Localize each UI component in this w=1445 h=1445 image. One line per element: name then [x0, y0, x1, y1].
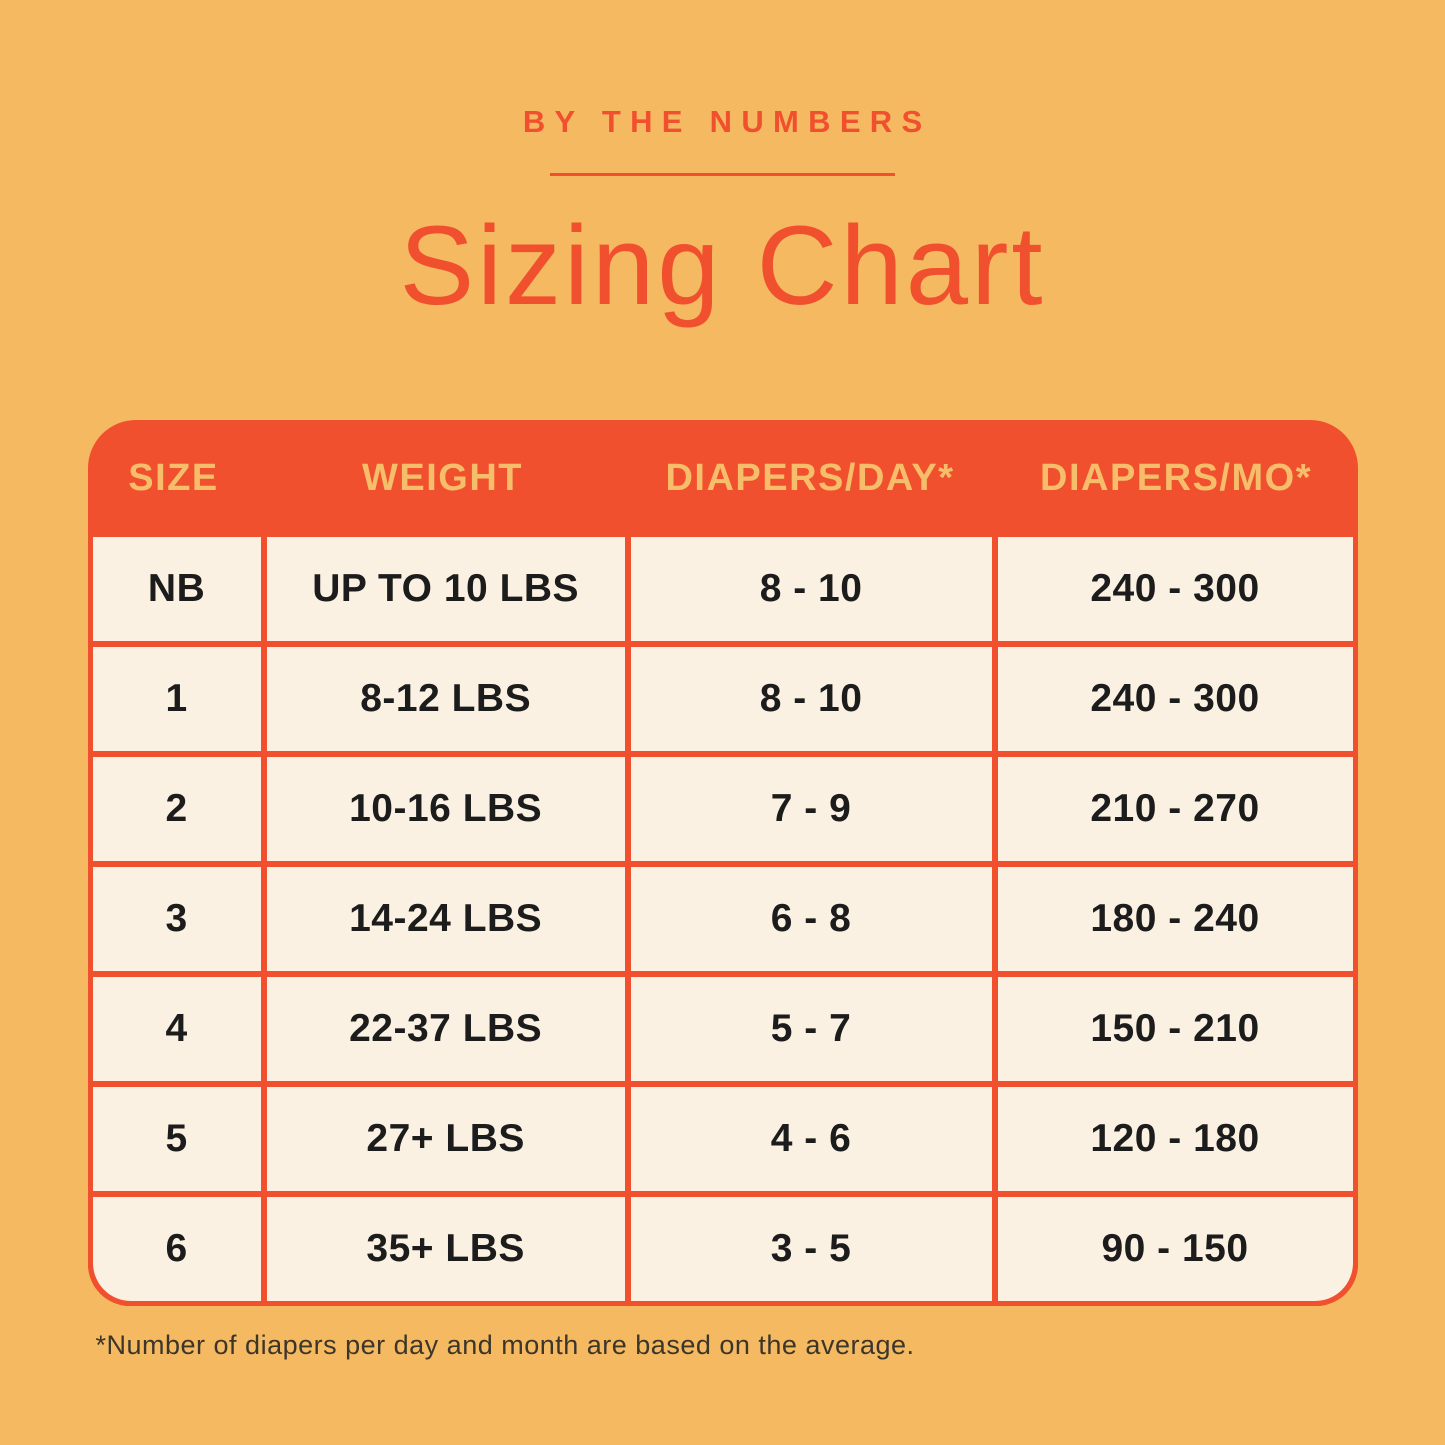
table-body: NB UP TO 10 LBS 8 - 10 240 - 300 1 8-12 LBS 8 …	[87, 537, 1358, 1307]
table-cell: NB	[92, 537, 261, 642]
table-cell: 240 - 300	[997, 537, 1353, 642]
table-cell: 8-12 LBS	[266, 647, 625, 752]
column-header: DIAPERS/DAY*	[665, 457, 955, 500]
table-cell: 8 - 10	[630, 537, 992, 642]
sizing-infographic: BY THE NUMBERS Sizing Chart SIZE WEIGHT DI…	[87, 0, 1358, 1361]
table-cell: 14-24 LBS	[266, 867, 625, 972]
table-cell: 3	[92, 867, 261, 972]
table-cell: 3 - 5	[630, 1197, 992, 1302]
column-header: WEIGHT	[362, 457, 523, 500]
table-cell: 6 - 8	[630, 867, 992, 972]
table-cell: 6	[92, 1197, 261, 1302]
table-cell: 35+ LBS	[266, 1197, 625, 1302]
table-cell: 5	[92, 1087, 261, 1192]
table-cell: 180 - 240	[997, 867, 1353, 972]
column-header: DIAPERS/MO*	[1040, 457, 1312, 500]
column-header: SIZE	[128, 457, 219, 500]
table-cell: 4	[92, 977, 261, 1082]
table-cell: 240 - 300	[997, 647, 1353, 752]
table-cell: 210 - 270	[997, 757, 1353, 862]
table-cell: 120 - 180	[997, 1087, 1353, 1192]
table-cell: 8 - 10	[630, 647, 992, 752]
table-cell: 22-37 LBS	[266, 977, 625, 1082]
page-title: Sizing Chart	[399, 203, 1046, 328]
table-cell: 90 - 150	[997, 1197, 1353, 1302]
table-cell: 10-16 LBS	[266, 757, 625, 862]
table-cell: UP TO 10 LBS	[266, 537, 625, 642]
table-cell: 2	[92, 757, 261, 862]
sizing-table: SIZE WEIGHT DIAPERS/DAY* DIAPERS/MO* NB UP T…	[87, 420, 1358, 1307]
table-cell: 7 - 9	[630, 757, 992, 862]
table-cell: 4 - 6	[630, 1087, 992, 1192]
table-cell: 27+ LBS	[266, 1087, 625, 1192]
divider-line	[550, 173, 895, 176]
table-cell: 1	[92, 647, 261, 752]
table-header-row: SIZE WEIGHT DIAPERS/DAY* DIAPERS/MO*	[88, 420, 1358, 537]
footnote: *Number of diapers per day and month are…	[95, 1330, 915, 1361]
table-cell: 5 - 7	[630, 977, 992, 1082]
eyebrow-label: BY THE NUMBERS	[522, 104, 932, 139]
table-cell: 150 - 210	[997, 977, 1353, 1082]
